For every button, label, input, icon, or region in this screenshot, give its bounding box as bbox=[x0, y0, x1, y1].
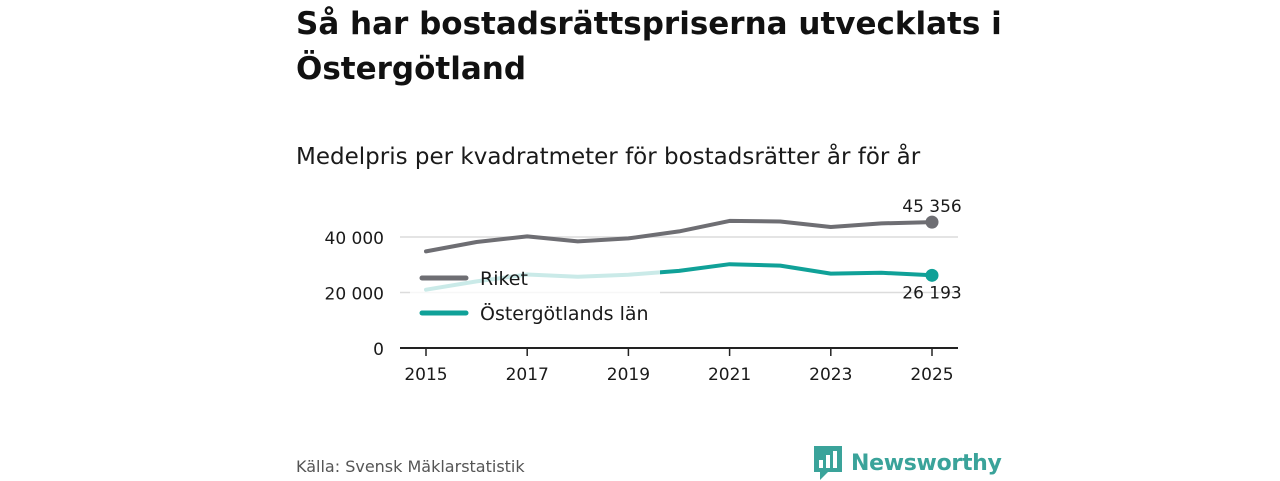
newsworthy-logo-icon bbox=[814, 446, 842, 480]
x-tick-label: 2015 bbox=[404, 365, 447, 385]
source-note: Källa: Svensk Mäklarstatistik bbox=[296, 457, 525, 476]
x-tick-label: 2023 bbox=[809, 365, 852, 385]
end-value-label: 26 193 bbox=[902, 283, 961, 303]
x-tick-label: 2021 bbox=[708, 365, 751, 385]
x-tick-label: 2017 bbox=[506, 365, 549, 385]
brand-name: Newsworthy bbox=[851, 450, 1002, 476]
brand-logo-group: Newsworthy bbox=[814, 445, 1002, 481]
x-tick-label: 2025 bbox=[910, 365, 953, 385]
x-axis: 2015 2017 2019 2021 2023 2025 bbox=[400, 347, 958, 385]
line-chart: 0 20 000 40 000 2015 2017 2019 2021 2023 2025 R… bbox=[325, 197, 962, 385]
chart-title: Så har bostadsrättspriserna utvecklats i… bbox=[296, 6, 1002, 87]
legend-background bbox=[410, 262, 660, 332]
y-tick-label: 0 bbox=[373, 340, 384, 360]
legend-label: Riket bbox=[480, 268, 528, 290]
end-value-label: 45 356 bbox=[902, 197, 961, 217]
series-end-point bbox=[925, 215, 939, 229]
legend-label: Östergötlands län bbox=[480, 302, 649, 325]
y-tick-label: 20 000 bbox=[325, 285, 384, 305]
y-axis-ticks: 0 20 000 40 000 bbox=[325, 229, 384, 360]
x-tick-label: 2019 bbox=[607, 365, 650, 385]
end-labels: 45 356 26 193 bbox=[902, 197, 961, 303]
legend: Riket Östergötlands län bbox=[410, 262, 660, 332]
y-tick-label: 40 000 bbox=[325, 229, 384, 249]
series-line-riket bbox=[424, 218, 934, 254]
chart-subtitle: Medelpris per kvadratmeter för bostadsrä… bbox=[296, 144, 921, 170]
series-end-point bbox=[925, 268, 939, 282]
